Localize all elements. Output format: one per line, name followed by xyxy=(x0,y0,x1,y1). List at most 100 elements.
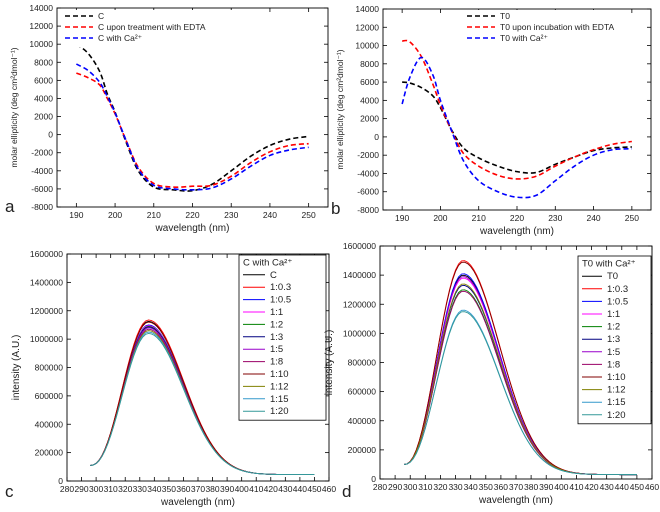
panel-a: 190 200 210 220 230 240 250 -8000 -6000 -4000 -200… xyxy=(5,3,329,234)
x-tick-label: 350 xyxy=(162,484,176,494)
y-tick-label: -2000 xyxy=(31,148,53,158)
legend-label: C xyxy=(270,270,277,281)
x-tick-label: 370 xyxy=(509,482,523,492)
y-tick-label: -6000 xyxy=(31,184,53,194)
x-tick-label: 460 xyxy=(645,482,659,492)
y-tick-label: 1200000 xyxy=(30,306,63,316)
legend-label: 1:3 xyxy=(607,334,620,345)
y-tick-label: 200000 xyxy=(35,448,64,458)
x-tick-label: 410 xyxy=(249,484,263,494)
legend-label: 1:15 xyxy=(607,397,626,408)
x-tick-label: 230 xyxy=(224,210,238,220)
legend-label: 1:20 xyxy=(607,410,626,421)
y-tick-label: 2000 xyxy=(360,114,379,124)
y-tick-label: 400000 xyxy=(35,419,64,429)
y-tick-label: 10000 xyxy=(355,41,379,51)
y-tick-label: 1000000 xyxy=(343,328,376,338)
y-tick-label: 6000 xyxy=(360,77,379,87)
x-tick-label: 460 xyxy=(322,484,336,494)
y-tick-label: 8000 xyxy=(34,57,53,67)
y-tick-label: -4000 xyxy=(357,168,379,178)
x-tick-label: 320 xyxy=(433,482,447,492)
x-tick-label: 250 xyxy=(625,213,639,223)
x-tick-label: 440 xyxy=(293,484,307,494)
legend-label: 1:5 xyxy=(607,347,620,358)
panel-label: d xyxy=(342,482,351,501)
y-tick-label: 600000 xyxy=(35,391,64,401)
x-tick-label: 360 xyxy=(494,482,508,492)
y-tick-label: 1200000 xyxy=(343,299,376,309)
x-tick-label: 360 xyxy=(176,484,190,494)
y-tick-label: -4000 xyxy=(31,166,53,176)
series-group xyxy=(401,39,632,199)
x-tick-label: 350 xyxy=(479,482,493,492)
x-tick-label: 250 xyxy=(302,210,316,220)
x-tick-label: 330 xyxy=(133,484,147,494)
x-tick-label: 310 xyxy=(104,484,118,494)
legend: T0 with Ca²⁺T0 1:0.31:0.5 1:1 1:21:3 1:51:8 1… xyxy=(577,255,652,425)
x-tick-label: 320 xyxy=(118,484,132,494)
x-tick-label: 450 xyxy=(307,484,321,494)
series-group xyxy=(75,43,309,192)
legend-label: 1:10 xyxy=(270,369,289,380)
x-tick-label: 190 xyxy=(395,213,409,223)
x-tick-label: 380 xyxy=(205,484,219,494)
legend: C with Ca²⁺C1:0.31:0.51:11:21:31:51:81:1… xyxy=(238,254,327,421)
legend-label: 1:0.5 xyxy=(270,295,291,306)
x-tick-label: 330 xyxy=(448,482,462,492)
legend-label: 1:8 xyxy=(270,357,283,368)
y-tick-label: 1400000 xyxy=(343,270,376,280)
series-line-2 xyxy=(402,39,632,180)
series-line-12 xyxy=(404,311,637,476)
x-tick-label: 220 xyxy=(510,213,524,223)
legend-label: 1:0.3 xyxy=(607,284,628,295)
series-line-3 xyxy=(401,56,632,199)
legend-box xyxy=(238,254,327,421)
x-tick-label: 370 xyxy=(191,484,205,494)
x-tick-label: 400 xyxy=(235,484,249,494)
panel-d: 280 290 300 310 320 330 340 350 360 370 380 390 400 4… xyxy=(324,241,659,506)
x-tick-label: 430 xyxy=(278,484,292,494)
legend-title: T0 with Ca²⁺ xyxy=(582,259,636,270)
series-line-1 xyxy=(75,43,309,192)
x-tick-label: 290 xyxy=(388,482,402,492)
legend-label: T0 with Ca²⁺ xyxy=(500,33,548,43)
legend-label: T0 xyxy=(607,271,618,282)
legend-box xyxy=(577,255,652,425)
x-tick-label: 380 xyxy=(524,482,538,492)
y-tick-label: 6000 xyxy=(34,75,53,85)
y-axis-label: intensity (A.U.) xyxy=(324,330,335,396)
legend-label: 1:12 xyxy=(607,385,626,396)
x-tick-label: 210 xyxy=(472,213,486,223)
legend-title: C with Ca²⁺ xyxy=(243,257,292,268)
x-tick-label: 230 xyxy=(548,213,562,223)
y-tick-label: 800000 xyxy=(348,358,377,368)
x-axis-label: wavelength (nm) xyxy=(160,497,235,508)
y-tick-label: 8000 xyxy=(360,59,379,69)
x-tick-label: 390 xyxy=(539,482,553,492)
y-tick-label: 0 xyxy=(58,476,63,486)
x-tick-label: 340 xyxy=(147,484,161,494)
x-tick-label: 390 xyxy=(220,484,234,494)
y-tick-label: 14000 xyxy=(355,4,379,14)
legend-label: 1:12 xyxy=(270,381,289,392)
y-tick-label: 4000 xyxy=(360,95,379,105)
y-tick-label: 800000 xyxy=(35,363,64,373)
y-tick-label: 1600000 xyxy=(343,241,376,251)
y-tick-label: 0 xyxy=(371,474,376,484)
x-axis-label: wavelength (nm) xyxy=(479,226,554,237)
legend-label: 1:2 xyxy=(607,322,620,333)
x-tick-label: 280 xyxy=(373,482,387,492)
legend-label: C with Ca²⁺ xyxy=(98,33,143,43)
y-tick-label: 1400000 xyxy=(30,277,63,287)
y-tick-label: 12000 xyxy=(355,22,379,32)
x-tick-label: 420 xyxy=(264,484,278,494)
series-line-2 xyxy=(76,72,309,189)
legend-label: 1:1 xyxy=(270,307,283,318)
panel-label: a xyxy=(5,197,15,216)
y-axis-label: molar ellipticity (deg cm²dmol⁻¹) xyxy=(335,49,345,169)
y-tick-label: -8000 xyxy=(357,205,379,215)
x-tick-label: 290 xyxy=(74,484,88,494)
